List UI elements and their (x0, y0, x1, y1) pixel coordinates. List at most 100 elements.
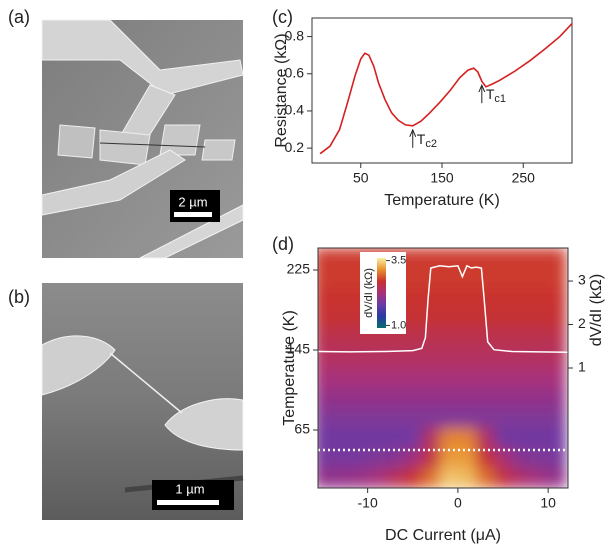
heatmap-cell (386, 388, 405, 409)
heatmap-cell (458, 308, 477, 329)
heatmap-cell (422, 308, 441, 329)
heatmap-cell (512, 288, 531, 309)
heatmap-cell (476, 348, 495, 369)
x-tick-label: 0 (454, 495, 462, 511)
heatmap-cell (458, 388, 477, 409)
x-tick-label: 50 (353, 170, 369, 186)
x-tick-label: -10 (358, 495, 378, 511)
sem-image-a: 2 µm (42, 20, 243, 258)
heatmap-cell (494, 328, 513, 349)
heatmap-cell (332, 328, 351, 349)
heatmap-cell (512, 468, 531, 489)
heatmap-cell (404, 328, 423, 349)
heatmap-cell (440, 428, 459, 449)
heatmap-cell (458, 408, 477, 429)
heatmap-cell (422, 368, 441, 389)
y-tick-label: 3 (578, 272, 586, 288)
heatmap-cell (404, 408, 423, 429)
heatmap-cell (512, 408, 531, 429)
annotation: Tc1 (486, 86, 506, 105)
panel-label: (b) (8, 287, 30, 307)
heatmap-cell (530, 288, 549, 309)
heatmap-cell (476, 328, 495, 349)
heatmap-cell (548, 428, 567, 449)
heatmap-cell (494, 248, 513, 269)
heatmap-cell (548, 408, 567, 429)
heatmap-cell (548, 288, 567, 309)
heatmap-cell (440, 388, 459, 409)
heatmap-cell (386, 408, 405, 429)
heatmap-cell (494, 288, 513, 309)
data-line (320, 24, 572, 154)
heatmap-cell (386, 368, 405, 389)
x-tick-label: 150 (430, 170, 454, 186)
heatmap-cell (404, 428, 423, 449)
heatmap-cell (512, 388, 531, 409)
heatmap-cell (458, 288, 477, 309)
heatmap-cell (458, 468, 477, 489)
heatmap-cell (313, 328, 332, 349)
heatmap-cell (530, 388, 549, 409)
heatmap-cell (332, 468, 351, 489)
heatmap-cell (404, 248, 423, 269)
heatmap-cell (386, 468, 405, 489)
heatmap-cell (494, 308, 513, 329)
heatmap-cell (440, 368, 459, 389)
heatmap-cell (458, 348, 477, 369)
heatmap-cell (494, 468, 513, 489)
heatmap-cell (530, 408, 549, 429)
heatmap-cell (530, 328, 549, 349)
y-tick-label: 225 (287, 261, 311, 277)
heatmap-cell (313, 468, 332, 489)
heatmap-cell (313, 248, 332, 269)
heatmap-cell (422, 428, 441, 449)
sem-image-b: 1 µm (42, 283, 243, 520)
colorbar-tick-label: 1.0 (391, 319, 406, 331)
heatmap-cell (494, 388, 513, 409)
y2-axis-label: dV/dI (kΩ) (588, 274, 605, 346)
heatmap-cell (476, 428, 495, 449)
heatmap-cell (313, 268, 332, 289)
heatmap-cell (422, 388, 441, 409)
heatmap-cell (332, 308, 351, 329)
heatmap-cell (404, 268, 423, 289)
heatmap-cell (548, 308, 567, 329)
y-tick-label: 1 (578, 359, 586, 375)
heatmap-cell (313, 308, 332, 329)
heatmap-cell (548, 248, 567, 269)
heatmap-cell (368, 468, 387, 489)
heatmap-cell (350, 468, 369, 489)
heatmap-cell (548, 468, 567, 489)
heatmap-cell (512, 428, 531, 449)
heatmap-cell (476, 388, 495, 409)
heatmap-cell (404, 388, 423, 409)
heatmap-cell (313, 288, 332, 309)
heatmap-cell (332, 368, 351, 389)
heatmap-cell (512, 308, 531, 329)
heatmap-cell (350, 428, 369, 449)
colorbar (377, 258, 386, 328)
x-tick-label: 10 (540, 495, 556, 511)
heatmap-cell (440, 468, 459, 489)
heatmap-cell (530, 428, 549, 449)
heatmap-cell (368, 428, 387, 449)
heatmap-cell (548, 388, 567, 409)
heatmap-cell (332, 428, 351, 449)
x-tick-label: 250 (512, 170, 536, 186)
panel-label: (a) (8, 7, 30, 27)
heatmap-cell (313, 388, 332, 409)
heatmap-cell (440, 328, 459, 349)
heatmap-cell (512, 248, 531, 269)
heatmap-cell (386, 428, 405, 449)
heatmap-cell (512, 368, 531, 389)
heatmap-cell (494, 268, 513, 289)
heatmap-cell (422, 248, 441, 269)
heatmap-cell (404, 288, 423, 309)
heatmap-cell (422, 468, 441, 489)
heatmap-cell (476, 468, 495, 489)
heatmap-cell (332, 268, 351, 289)
heatmap-cell (332, 408, 351, 429)
scale-bar-label: 2 µm (178, 194, 207, 209)
heatmap-cell (530, 268, 549, 289)
heatmap-cell (368, 408, 387, 429)
